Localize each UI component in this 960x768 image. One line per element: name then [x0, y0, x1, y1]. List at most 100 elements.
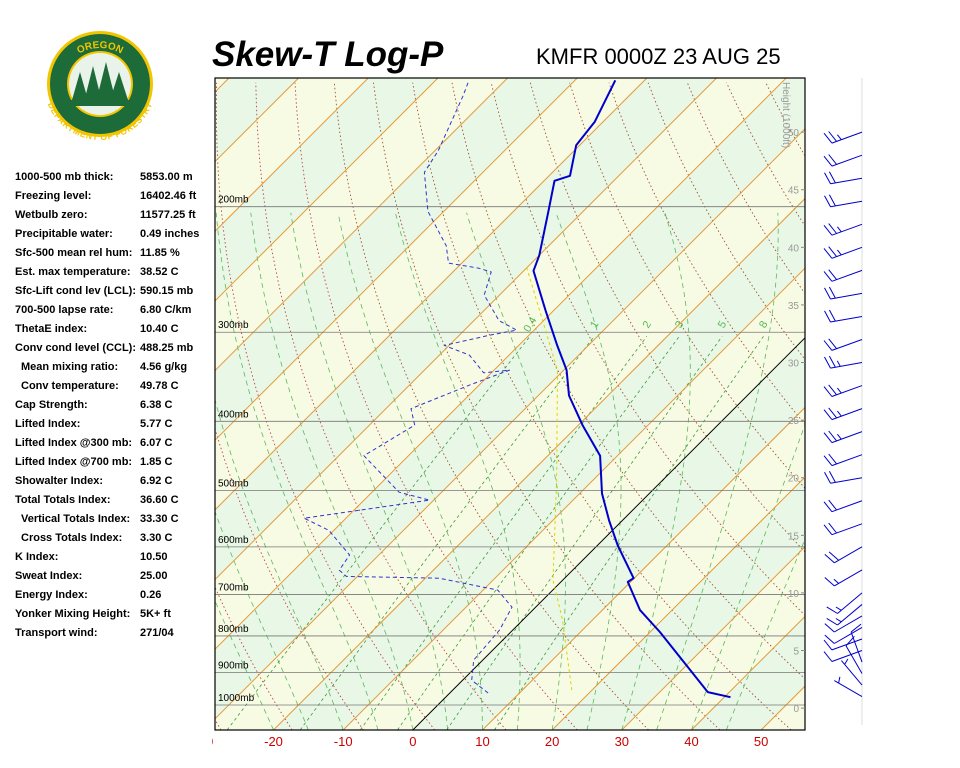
wind-barb [823, 338, 863, 351]
wind-barb [826, 604, 863, 626]
index-value: 0.49 inches [140, 228, 199, 240]
wind-barb [824, 569, 863, 587]
station: KMFR 0000Z 23 AUG 25 [536, 44, 781, 69]
pressure-label: 800mb [218, 624, 249, 635]
moist-adiabat [466, 212, 566, 730]
index-label: Sfc-500 mean rel hum: [15, 247, 132, 259]
isotherm [215, 78, 508, 372]
isotherm [273, 197, 805, 730]
dry-adiabat [884, 83, 960, 730]
index-value: 49.78 C [140, 380, 179, 392]
wind-barb [823, 384, 863, 397]
x-tick-label: 10 [475, 734, 489, 749]
index-label: Est. max temperature: [15, 266, 131, 278]
index-label: K Index: [15, 551, 58, 563]
mixing-ratio-label: 1 [588, 319, 601, 330]
x-tick-label: 0 [409, 734, 416, 749]
wind-barb [823, 131, 863, 144]
sounding-line [532, 79, 731, 699]
index-label: Sweat Index: [15, 570, 82, 582]
moist-adiabat [395, 212, 521, 730]
wind-barb [823, 246, 863, 259]
moist-adiabat [215, 599, 274, 730]
index-value: 10.40 C [140, 323, 179, 335]
index-label: Total Totals Index: [15, 494, 111, 506]
moist-adiabat [691, 423, 805, 730]
moist-adiabat [725, 538, 805, 730]
index-label: Conv cond level (CCL): [15, 342, 136, 354]
wind-barb [824, 286, 863, 300]
pressure-label: 200mb [218, 195, 249, 206]
index-value: 5K+ ft [140, 608, 171, 620]
mixing-ratio-line [397, 336, 680, 730]
logo-top: OREGON [75, 40, 124, 56]
index-label: Energy Index: [15, 589, 88, 601]
height-tick-label: 25 [788, 416, 800, 427]
index-label: Lifted Index: [15, 418, 80, 430]
moist-adiabat [215, 398, 344, 730]
axes: -30 -20 -10 0 10 20 30 40 50200mb300mb400mb500mb… [194, 82, 805, 749]
index-label: Precipitable water: [15, 228, 113, 240]
wind-barb [824, 615, 863, 633]
dry-adiabat [255, 82, 507, 730]
mixing-ratio-line [226, 336, 531, 730]
index-label: 1000-500 mb thick: [15, 171, 113, 183]
dry-adiabat [923, 83, 960, 730]
index-label: Transport wind: [15, 627, 98, 639]
isotherm [215, 78, 717, 581]
wind-barb [824, 627, 863, 644]
x-tick-label: -30 [194, 734, 213, 749]
index-value: 16402.46 ft [140, 190, 197, 202]
moist-adiabat [215, 510, 309, 730]
mixing-ratio-label: 2 [641, 319, 654, 330]
isotherm [691, 615, 805, 730]
isotherm [621, 546, 805, 730]
logo: OREGON DEPARTMENT OF FORESTRY [45, 31, 155, 142]
dry-adiabat [451, 82, 805, 680]
index-label: Cap Strength: [15, 399, 88, 411]
title: Skew-T Log-P [212, 35, 444, 74]
isotherm [215, 78, 369, 232]
index-label: Showalter Index: [15, 475, 103, 487]
plot-frame [214, 77, 806, 731]
wind-barbs [823, 131, 863, 698]
wind-barb [823, 499, 863, 513]
isotherm [482, 406, 805, 730]
dry-adiabat [215, 82, 436, 730]
x-tick-label: 30 [615, 734, 629, 749]
index-label: Wetbulb zero: [15, 209, 88, 221]
wind-barb [823, 154, 863, 167]
index-label: Cross Totals Index: [21, 532, 122, 544]
indices-table: 1000-500 mb thick: 5853.00 m Freezing leve… [15, 171, 199, 639]
wind-barb [826, 592, 863, 614]
temperature-band [831, 78, 960, 730]
isotherm [215, 78, 787, 650]
index-value: 488.25 mb [140, 342, 193, 354]
plot-background: 0.4 1 2 3 5 8 [215, 78, 960, 730]
index-value: 6.07 C [140, 437, 172, 449]
wind-barb [841, 658, 863, 686]
wind-barb [823, 407, 863, 421]
index-value: 10.50 [140, 551, 168, 563]
moist-adiabat [250, 212, 414, 730]
pressure-label: 400mb [218, 409, 249, 420]
dry-adiabat [412, 82, 792, 730]
height-tick-label: 0 [793, 704, 799, 715]
pressure-label: 700mb [218, 583, 249, 594]
dry-adiabat [215, 586, 293, 730]
height-tick-label: 45 [788, 186, 800, 197]
index-label: Lifted Index @700 mb: [15, 456, 132, 468]
wind-barb [824, 194, 863, 208]
height-axis-label: Height (1000ft) [780, 82, 791, 148]
pressure-label: 1000mb [218, 693, 255, 704]
index-label: ThetaE index: [15, 323, 87, 335]
dry-adiabat [490, 82, 805, 616]
index-value: 1.85 C [140, 456, 172, 468]
isotherm [412, 337, 805, 730]
height-tick-label: 35 [788, 301, 800, 312]
temperature-band [215, 78, 805, 719]
index-value: 3.30 C [140, 532, 172, 544]
index-value: 11577.25 ft [140, 209, 196, 221]
wind-barb [824, 471, 863, 484]
wind-barb [823, 269, 863, 282]
